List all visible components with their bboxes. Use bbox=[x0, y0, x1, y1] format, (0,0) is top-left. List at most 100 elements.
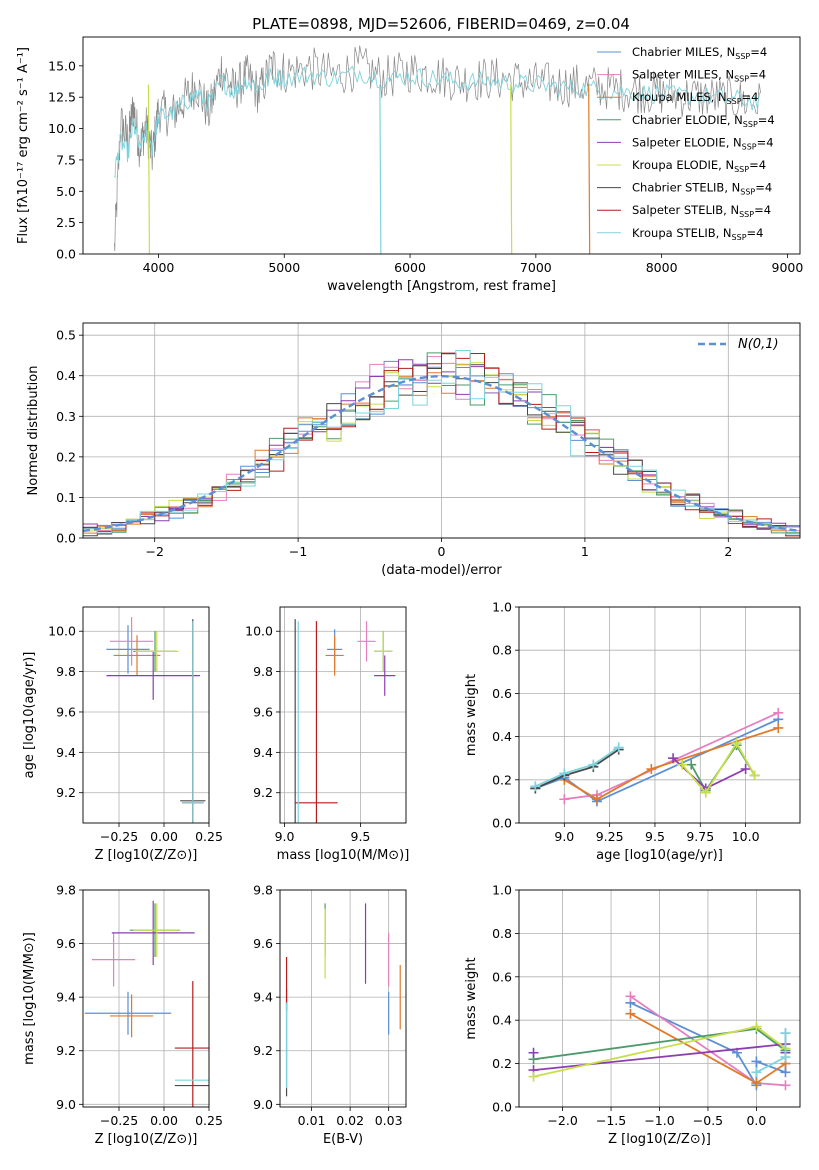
y-tick-label: 0.2 bbox=[492, 772, 512, 787]
y-tick-label: 10.0 bbox=[48, 121, 76, 136]
weight-point-marker bbox=[677, 759, 688, 770]
y-tick-label: 0.8 bbox=[492, 926, 512, 941]
weight-point-marker bbox=[749, 770, 760, 781]
weight-point-marker bbox=[780, 1080, 791, 1091]
y-tick-label: 0.0 bbox=[492, 1100, 512, 1115]
x-tick-label: −1.0 bbox=[644, 1113, 674, 1128]
y-tick-label: 0.2 bbox=[492, 1056, 512, 1071]
spectrum-drop-line bbox=[510, 84, 513, 254]
x-tick-label: 2 bbox=[724, 544, 732, 559]
x-tick-label: 7000 bbox=[520, 260, 552, 275]
weight-point-marker bbox=[780, 1052, 791, 1063]
y-axis-label: Normed distribution bbox=[26, 366, 41, 496]
y-tick-label: 9.0 bbox=[56, 1097, 76, 1112]
y-tick-label: 0.4 bbox=[492, 1013, 512, 1028]
weight-point-marker bbox=[773, 707, 784, 718]
y-axis-label: mass [log10(M/M⊙)] bbox=[22, 932, 37, 1065]
x-axis-label: (data-model)/error bbox=[381, 563, 502, 578]
y-tick-label: 9.8 bbox=[253, 664, 273, 679]
chart-weight_vs_age: 9.0 9.25 9.5 9.75 10.0 0.0 0.2 0.4 0.6 0.8 1.0 age … bbox=[464, 600, 801, 863]
x-tick-label: 0.0 bbox=[746, 1113, 766, 1128]
weight-point-marker bbox=[528, 1047, 539, 1058]
y-tick-label: 0.6 bbox=[492, 686, 512, 701]
weight-point-marker bbox=[751, 1021, 762, 1032]
legend-entry: Chabrier ELODIE, NSSP=4 bbox=[632, 113, 775, 129]
y-tick-label: 0.4 bbox=[56, 368, 76, 383]
x-tick-label: 0 bbox=[438, 544, 446, 559]
plot-area bbox=[528, 991, 791, 1091]
x-axis-label: E(B-V) bbox=[323, 1132, 363, 1147]
axes-frame bbox=[518, 889, 801, 1108]
y-axis-label: mass weight bbox=[464, 674, 479, 756]
weight-point-marker bbox=[751, 1078, 762, 1089]
figure-title: PLATE=0898, MJD=52606, FIBERID=0469, z=0… bbox=[252, 15, 630, 33]
y-tick-label: 0.0 bbox=[492, 816, 512, 831]
y-tick-label: 9.8 bbox=[253, 883, 273, 898]
x-tick-label: 9.5 bbox=[351, 829, 371, 844]
x-axis-label: Z [log10(Z/Z⊙)] bbox=[95, 848, 198, 863]
plot-area bbox=[285, 903, 401, 1097]
chart-residuals: −2 −1 0 1 2 0.0 0.1 0.2 0.3 0.4 0.5 (data-model)/er… bbox=[26, 322, 801, 578]
axes-frame bbox=[82, 606, 210, 824]
weight-line bbox=[564, 711, 779, 801]
y-tick-label: 9.4 bbox=[56, 990, 76, 1005]
y-tick-label: 0.1 bbox=[56, 490, 76, 505]
y-tick-label: 9.2 bbox=[253, 1043, 273, 1058]
x-tick-label: −2.0 bbox=[547, 1113, 577, 1128]
y-tick-label: 15.0 bbox=[48, 58, 76, 73]
plot-area bbox=[294, 619, 396, 823]
weight-point-marker bbox=[588, 759, 599, 770]
axes-frame bbox=[279, 889, 407, 1108]
weight-point-marker bbox=[773, 722, 784, 733]
y-tick-label: 9.0 bbox=[253, 1097, 273, 1112]
weight-point-marker bbox=[559, 768, 570, 779]
weight-line bbox=[563, 727, 779, 801]
axes-frame bbox=[279, 606, 407, 824]
y-tick-label: 9.8 bbox=[56, 883, 76, 898]
weight-point-marker bbox=[646, 764, 657, 774]
axes-frame bbox=[82, 322, 801, 539]
x-tick-label: −1 bbox=[289, 544, 307, 559]
x-tick-label: −0.5 bbox=[693, 1113, 723, 1128]
y-tick-label: 9.4 bbox=[253, 990, 273, 1005]
x-axis-label: age [log10(age/yr)] bbox=[596, 848, 723, 863]
y-tick-label: 0.6 bbox=[492, 969, 512, 984]
x-tick-label: 0.00 bbox=[150, 1113, 178, 1128]
x-tick-label: 9.0 bbox=[554, 829, 574, 844]
x-tick-label: −0.25 bbox=[100, 1113, 138, 1128]
axes-frame bbox=[518, 606, 801, 824]
chart-mass_vs_ebv: 0.01 0.02 0.03 9.0 9.2 9.4 9.6 9.8 E(B-V) bbox=[253, 883, 407, 1147]
x-axis-label: wavelength [Angstrom, rest frame] bbox=[327, 279, 556, 294]
x-tick-label: 0.00 bbox=[150, 829, 178, 844]
axes-frame bbox=[82, 36, 801, 255]
plot-area bbox=[106, 617, 206, 823]
x-tick-label: 0.02 bbox=[336, 1113, 364, 1128]
y-tick-label: 7.5 bbox=[56, 152, 76, 167]
y-tick-label: 9.2 bbox=[56, 785, 76, 800]
legend-entry: Kroupa ELODIE, NSSP=4 bbox=[632, 158, 766, 174]
y-axis-label: mass weight bbox=[464, 957, 479, 1039]
weight-point-marker bbox=[731, 738, 742, 749]
chart-age_vs_Z: −0.25 0.00 0.25 9.2 9.4 9.6 9.8 10.0 Z [log10(Z/… bbox=[22, 606, 223, 863]
y-tick-label: 1.0 bbox=[492, 883, 512, 898]
x-tick-label: 9.0 bbox=[275, 829, 295, 844]
x-tick-label: 6000 bbox=[394, 260, 426, 275]
y-tick-label: 0.4 bbox=[492, 729, 512, 744]
y-tick-label: 0.5 bbox=[56, 328, 76, 343]
x-tick-label: 5000 bbox=[268, 260, 300, 275]
y-tick-label: 9.6 bbox=[253, 936, 273, 951]
legend-entry: Chabrier STELIB, NSSP=4 bbox=[632, 181, 772, 197]
legend-entry: Salpeter ELODIE, NSSP=4 bbox=[632, 135, 774, 151]
x-tick-label: −1.5 bbox=[596, 1113, 626, 1128]
weight-point-marker bbox=[625, 991, 636, 1002]
normal-curve bbox=[83, 374, 800, 533]
y-tick-label: 9.6 bbox=[56, 704, 76, 719]
y-tick-label: 0.8 bbox=[492, 643, 512, 658]
y-tick-label: 9.6 bbox=[56, 936, 76, 951]
y-tick-label: 2.5 bbox=[56, 215, 76, 230]
weight-line bbox=[534, 718, 779, 803]
histogram-salpeter-stelib bbox=[83, 352, 800, 537]
legend-entry: Chabrier MILES, NSSP=4 bbox=[632, 45, 767, 61]
y-tick-label: 0.0 bbox=[56, 247, 76, 262]
y-axis-label: Flux [fλ10⁻¹⁷ erg cm⁻² s⁻¹ A⁻¹] bbox=[16, 47, 31, 244]
